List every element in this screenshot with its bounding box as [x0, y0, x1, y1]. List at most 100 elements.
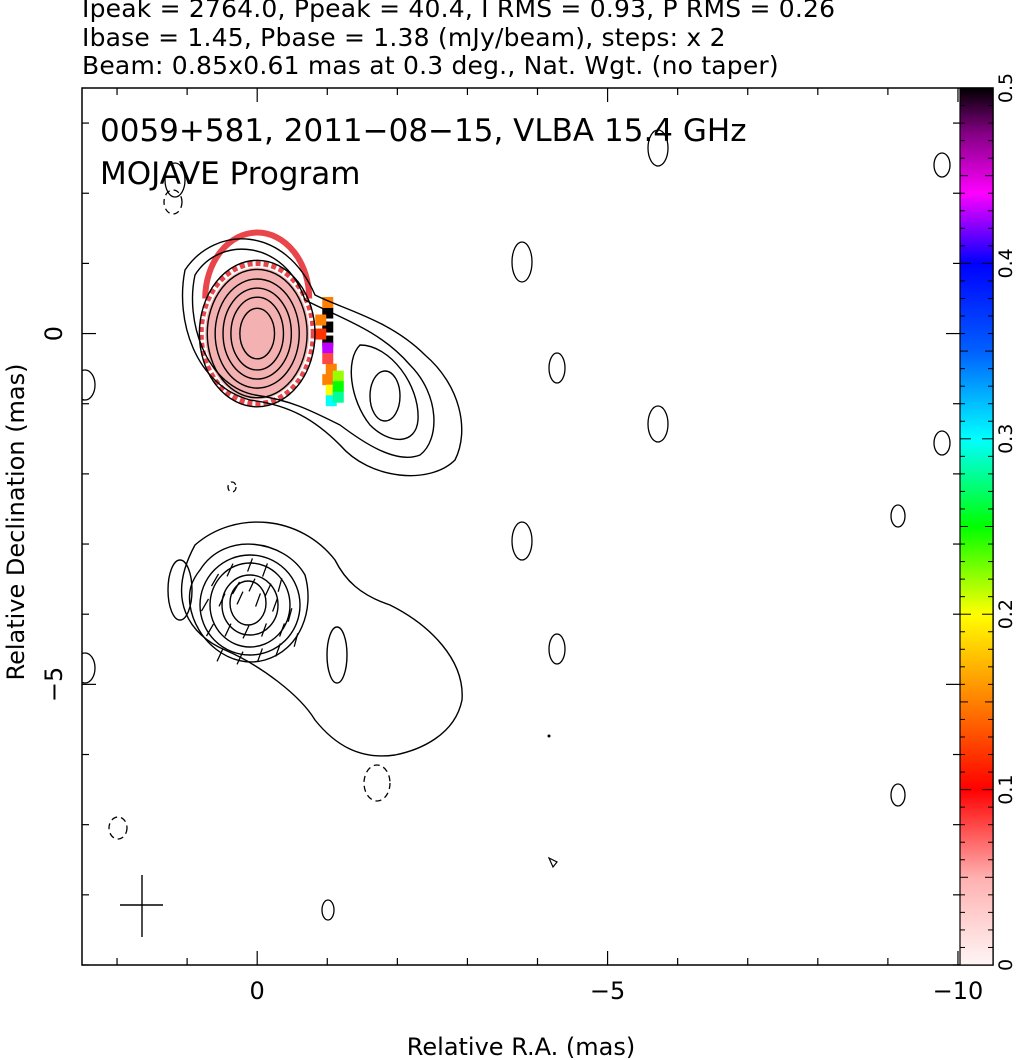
evpa-vector	[260, 623, 268, 637]
polarization-pixel	[315, 328, 327, 340]
noise-contour	[890, 504, 906, 528]
polarization-pixel	[325, 395, 337, 407]
noise-contours	[82, 129, 951, 921]
colorbar-tick-label: 0.3	[995, 424, 1017, 454]
y-tick-labels: 0 −5	[40, 326, 68, 702]
lower-contour-5	[221, 574, 279, 636]
evpa-vector	[277, 578, 283, 592]
evpa-vector	[264, 583, 272, 597]
plot-title-line-2: MOJAVE Program	[100, 156, 360, 192]
polarization-pixel	[315, 314, 327, 326]
polarization-pixel-layer	[315, 296, 344, 407]
lower-polarization-panel	[167, 521, 463, 757]
polarization-pixel	[322, 307, 334, 319]
polarization-pixel	[325, 384, 337, 396]
y-axis-label: Relative Declination (mas)	[2, 363, 30, 680]
evpa-vector	[274, 643, 282, 657]
plot-area	[82, 129, 951, 921]
polarization-pixel	[322, 374, 334, 386]
polarization-pixel	[322, 335, 334, 347]
evpa-vector	[236, 591, 244, 605]
evpa-vector	[205, 623, 215, 637]
plot-frame	[81, 87, 994, 966]
noise-contour	[933, 152, 951, 178]
jet-contour-3	[350, 344, 419, 441]
header-line-1: Ipeak = 2764.0, Ppeak = 40.4, I RMS = 0.…	[82, 0, 836, 23]
lower-contour-4	[209, 562, 291, 648]
intensity-contour	[214, 278, 300, 389]
core-polarization-disc	[198, 229, 316, 407]
lower-outlier-contour	[167, 559, 193, 621]
y-tick-label: 0	[40, 326, 68, 341]
x-tick-label: −10	[933, 977, 984, 1005]
y-tick-label: −5	[40, 667, 68, 702]
noise-contour	[548, 633, 566, 665]
colorbar-tick-label: 0.4	[995, 248, 1017, 278]
x-tick-label: 0	[250, 977, 265, 1005]
polarization-pixel	[322, 342, 334, 354]
evpa-vector	[287, 608, 293, 622]
negative-noise-contour	[108, 816, 128, 840]
polarization-pixel	[332, 370, 344, 382]
evpa-vectors	[200, 558, 299, 665]
polarization-pixel	[332, 381, 344, 393]
evpa-vector	[236, 651, 244, 665]
core-polarization-fill	[205, 267, 310, 400]
evpa-vector	[254, 593, 262, 607]
lower-contour-6	[229, 580, 267, 626]
lower-outer-contour	[180, 521, 463, 757]
polarization-pixel	[322, 296, 334, 308]
jet-knot-contour	[369, 370, 401, 422]
jet-outer-contour	[181, 238, 463, 477]
core-polarization-edge	[198, 261, 316, 407]
negative-noise-contour	[227, 481, 237, 493]
lower-jet-contour	[326, 626, 348, 684]
noise-contour	[164, 162, 186, 198]
noise-contour	[511, 521, 533, 561]
evpa-vector	[242, 625, 250, 639]
intensity-contour	[222, 287, 293, 380]
evpa-vector	[293, 633, 299, 647]
noise-contour	[82, 369, 96, 401]
intensity-contour	[239, 307, 276, 360]
noise-contour	[647, 129, 669, 167]
colorbar-tick-label: 0.1	[995, 774, 1017, 804]
noise-contour	[933, 430, 951, 456]
evpa-vector	[248, 578, 256, 592]
evpa-vector	[278, 623, 286, 637]
x-axis-label: Relative R.A. (mas)	[407, 1033, 635, 1060]
total-intensity-contours	[198, 259, 316, 408]
polarization-pixel	[325, 363, 337, 375]
polarization-pixel	[332, 391, 344, 403]
colorbar-tick-label: 0.5	[995, 73, 1017, 103]
beam-marker	[120, 875, 163, 937]
evpa-vector	[224, 623, 232, 637]
polarization-pixel	[322, 321, 334, 333]
evpa-vector	[271, 598, 279, 612]
noise-contour	[321, 899, 335, 921]
intensity-contour	[198, 259, 316, 408]
intensity-contour	[230, 296, 285, 371]
x-tick-labels: 0 −5 −10	[250, 977, 984, 1005]
x-tick-label: −5	[590, 977, 625, 1005]
noise-contour	[890, 783, 906, 807]
evpa-vector	[226, 563, 234, 577]
polarization-pixel	[322, 353, 334, 365]
header-line-3: Beam: 0.85x0.61 mas at 0.3 deg., Nat. Wg…	[82, 51, 779, 80]
noise-dot	[547, 734, 551, 738]
evpa-vector	[261, 563, 269, 577]
evpa-vector	[231, 581, 241, 595]
negative-noise-contour	[163, 189, 183, 215]
lower-contour-2	[188, 543, 309, 663]
negative-noise-contour	[363, 764, 391, 802]
evpa-vector	[256, 648, 264, 662]
evpa-vector	[216, 648, 224, 662]
noise-contour-small	[547, 856, 558, 869]
noise-contour	[647, 405, 669, 443]
axis-ticks	[82, 88, 960, 966]
evpa-vector	[210, 573, 220, 587]
intensity-contour	[206, 268, 308, 399]
noise-contour	[548, 352, 566, 384]
core-polarization-rim	[202, 229, 313, 299]
colorbar-ticks: 0 0.1 0.2 0.3 0.4 0.5	[960, 73, 1017, 971]
